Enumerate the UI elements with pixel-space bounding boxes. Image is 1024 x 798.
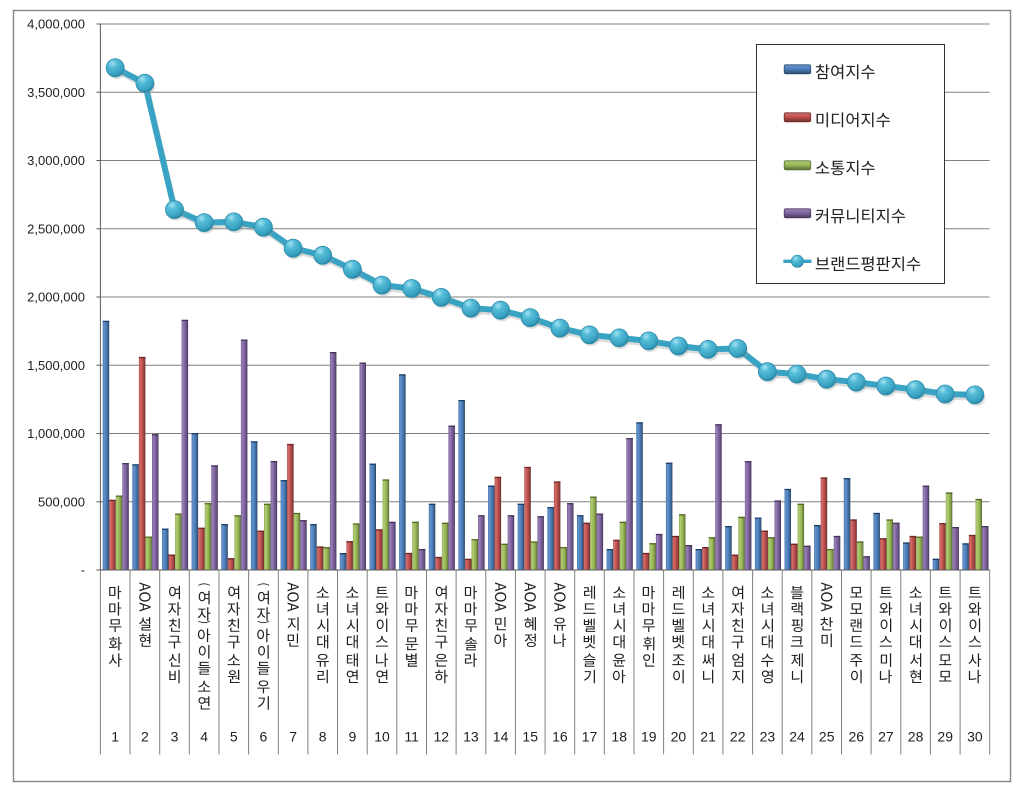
svg-text:21: 21	[700, 729, 716, 745]
svg-text:10: 10	[374, 729, 390, 745]
svg-text:3: 3	[171, 729, 179, 745]
svg-text:8: 8	[319, 729, 327, 745]
svg-text:20: 20	[671, 729, 687, 745]
svg-text:18: 18	[611, 729, 627, 745]
svg-text:29: 29	[937, 729, 953, 745]
svg-text:5: 5	[230, 729, 238, 745]
svg-text:1: 1	[111, 729, 119, 745]
svg-text:28: 28	[908, 729, 924, 745]
svg-text:6: 6	[260, 729, 268, 745]
svg-text:2,000,000: 2,000,000	[27, 290, 85, 305]
svg-text:1,500,000: 1,500,000	[27, 358, 85, 373]
svg-text:19: 19	[641, 729, 657, 745]
svg-text:26: 26	[849, 729, 865, 745]
svg-text:1,000,000: 1,000,000	[27, 426, 85, 441]
svg-text:30: 30	[967, 729, 983, 745]
svg-text:23: 23	[760, 729, 776, 745]
svg-text:3,500,000: 3,500,000	[27, 85, 85, 100]
svg-text:24: 24	[789, 729, 805, 745]
svg-text:22: 22	[730, 729, 746, 745]
svg-text:27: 27	[878, 729, 894, 745]
svg-text:3,000,000: 3,000,000	[27, 153, 85, 168]
svg-text:4: 4	[200, 729, 208, 745]
svg-text:13: 13	[463, 729, 479, 745]
svg-text:9: 9	[349, 729, 357, 745]
svg-text:25: 25	[819, 729, 835, 745]
svg-text:2: 2	[141, 729, 149, 745]
svg-text:4,000,000: 4,000,000	[27, 17, 85, 32]
svg-text:500,000: 500,000	[38, 494, 85, 509]
svg-text:12: 12	[434, 729, 450, 745]
svg-text:15: 15	[522, 729, 538, 745]
svg-text:2,500,000: 2,500,000	[27, 221, 85, 236]
svg-text:11: 11	[404, 729, 419, 745]
svg-text:-: -	[81, 563, 85, 578]
svg-text:14: 14	[493, 729, 509, 745]
svg-text:16: 16	[552, 729, 568, 745]
svg-text:7: 7	[289, 729, 297, 745]
svg-text:17: 17	[582, 729, 598, 745]
